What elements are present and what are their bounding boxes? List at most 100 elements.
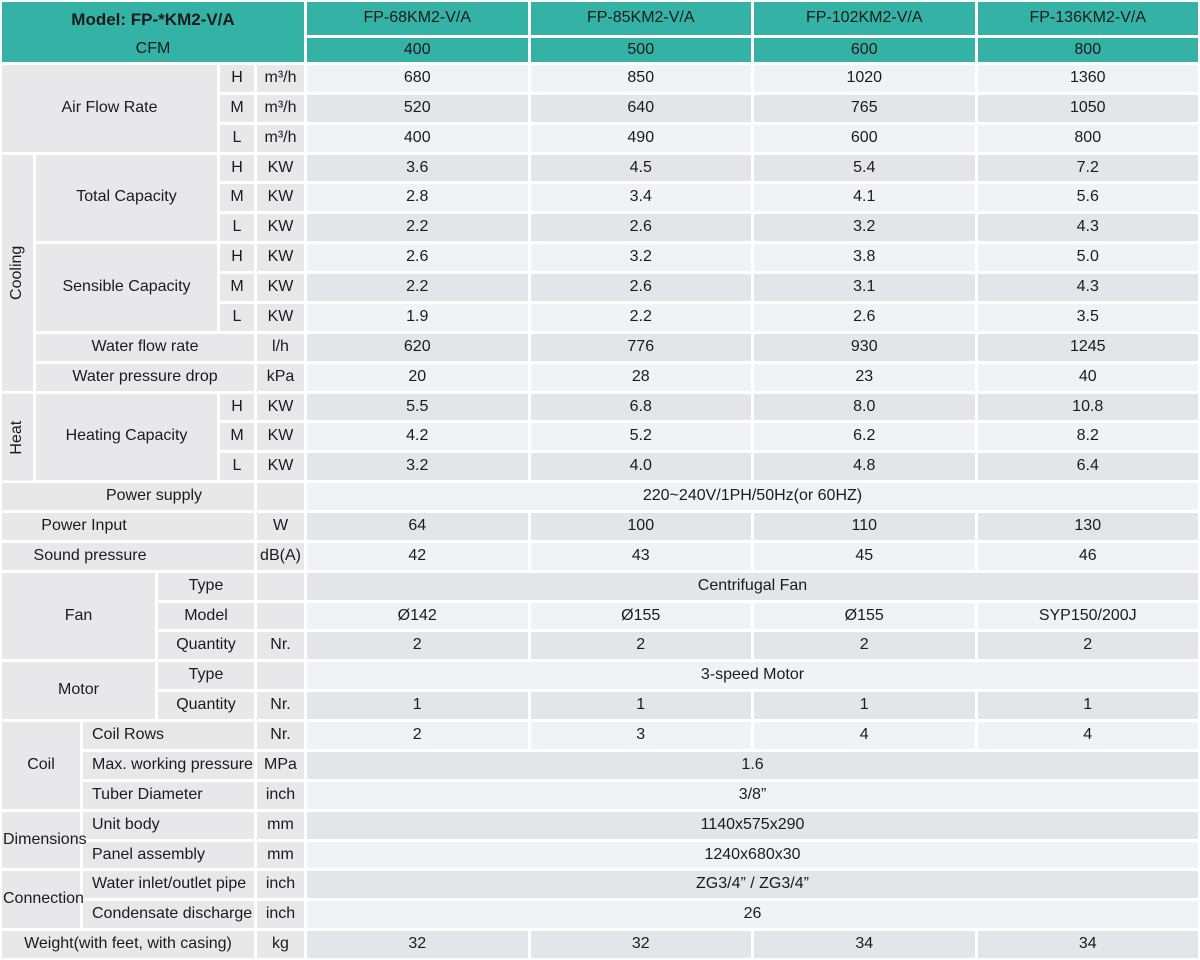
speed-cell: H — [220, 244, 254, 272]
value-cell: 776 — [530, 333, 751, 361]
value-cell: 4.5 — [530, 154, 751, 182]
value-cell: 2.8 — [307, 184, 528, 212]
row-label: Weight(with feet, with casing) — [2, 931, 254, 958]
value-cell: 4.8 — [754, 453, 975, 481]
merged-value-cell: 1.6 — [307, 751, 1198, 779]
value-cell: 1.9 — [307, 303, 528, 331]
value-cell: 64 — [307, 513, 528, 540]
value-cell: 8.0 — [754, 393, 975, 421]
value-cell: 1 — [754, 692, 975, 720]
row-label: Panel assembly — [83, 841, 254, 869]
value-cell: 110 — [754, 513, 975, 540]
group-label-heating-capacity: Heating Capacity — [36, 393, 217, 481]
unit-cell — [257, 602, 304, 630]
value-cell: 680 — [307, 65, 528, 92]
value-cell: 23 — [754, 363, 975, 391]
speed-cell: H — [220, 393, 254, 421]
value-cell: 850 — [530, 65, 751, 92]
unit-cell: KW — [257, 154, 304, 182]
column-header: FP-85KM2-V/A — [530, 2, 751, 35]
speed-cell: M — [220, 94, 254, 122]
group-label-dimensions: Dimensions — [2, 811, 87, 869]
value-cell: 32 — [307, 931, 528, 958]
speed-cell: H — [220, 65, 254, 92]
unit-cell: W — [257, 513, 304, 540]
value-cell: 2 — [530, 632, 751, 660]
unit-cell: inch — [257, 781, 304, 809]
value-cell: 6.4 — [977, 453, 1198, 481]
group-label-heat: Heat — [2, 393, 33, 481]
value-cell: 2 — [307, 632, 528, 660]
value-cell: 46 — [977, 542, 1198, 570]
value-cell: 765 — [754, 94, 975, 122]
cfm-value: 800 — [977, 38, 1198, 62]
value-cell: 400 — [307, 124, 528, 152]
unit-cell: KW — [257, 244, 304, 272]
value-cell: 4 — [977, 722, 1198, 749]
value-cell: 4 — [754, 722, 975, 749]
row-label: Unit body — [83, 811, 254, 839]
value-cell: 43 — [530, 542, 751, 570]
merged-value-cell: 220~240V/1PH/50Hz(or 60HZ) — [307, 483, 1198, 510]
value-cell: 800 — [977, 124, 1198, 152]
row-label: Power supply — [2, 483, 254, 510]
value-cell: 1245 — [977, 333, 1198, 361]
value-cell: 4.2 — [307, 423, 528, 451]
speed-cell: L — [220, 453, 254, 481]
row-label: Coil Rows — [83, 722, 254, 749]
unit-cell: Nr. — [257, 692, 304, 720]
group-label-total-capacity: Total Capacity — [36, 154, 217, 242]
value-cell: 3.8 — [754, 244, 975, 272]
value-cell: 7.2 — [977, 154, 1198, 182]
unit-cell: KW — [257, 423, 304, 451]
row-label: Type — [158, 662, 254, 690]
value-cell: 2.6 — [307, 244, 528, 272]
value-cell: 4.1 — [754, 184, 975, 212]
row-label: Power Input — [2, 513, 254, 540]
value-cell: 10.8 — [977, 393, 1198, 421]
group-label-sensible-capacity: Sensible Capacity — [36, 244, 217, 331]
value-cell: 620 — [307, 333, 528, 361]
cfm-title: CFM — [135, 40, 171, 58]
group-label-motor: Motor — [2, 662, 155, 720]
value-cell: 2.2 — [307, 274, 528, 301]
value-cell: 1 — [977, 692, 1198, 720]
value-cell: 20 — [307, 363, 528, 391]
unit-cell: KW — [257, 453, 304, 481]
unit-cell: MPa — [257, 751, 304, 779]
merged-value-cell: 1240x680x30 — [307, 841, 1198, 869]
unit-cell — [257, 572, 304, 600]
unit-cell: KW — [257, 274, 304, 301]
unit-cell: m³/h — [257, 124, 304, 152]
merged-value-cell: Centrifugal Fan — [307, 572, 1198, 600]
unit-cell: mm — [257, 841, 304, 869]
value-cell: 32 — [530, 931, 751, 958]
speed-cell: M — [220, 274, 254, 301]
value-cell: Ø142 — [307, 602, 528, 630]
speed-cell: H — [220, 154, 254, 182]
unit-cell — [257, 483, 304, 510]
value-cell: 2.6 — [754, 303, 975, 331]
unit-cell — [257, 662, 304, 690]
column-header: FP-136KM2-V/A — [977, 2, 1198, 35]
value-cell: 4.0 — [530, 453, 751, 481]
value-cell: 2 — [307, 722, 528, 749]
row-label: Quantity — [158, 632, 254, 660]
value-cell: 34 — [977, 931, 1198, 958]
value-cell: 600 — [754, 124, 975, 152]
value-cell: 4.3 — [977, 214, 1198, 242]
unit-cell: kg — [257, 931, 304, 958]
value-cell: 3.2 — [307, 453, 528, 481]
cfm-value: 500 — [530, 38, 751, 62]
model-header-cell: Model: FP-*KM2-V/A CFM — [2, 2, 304, 62]
group-label-connection: Connection — [2, 871, 84, 929]
value-cell: 3.2 — [530, 244, 751, 272]
value-cell: 3.6 — [307, 154, 528, 182]
unit-cell: dB(A) — [257, 542, 304, 570]
value-cell: 4.3 — [977, 274, 1198, 301]
value-cell: 640 — [530, 94, 751, 122]
column-header: FP-102KM2-V/A — [754, 2, 975, 35]
merged-value-cell: 3/8” — [307, 781, 1198, 809]
group-label-cooling: Cooling — [2, 154, 33, 391]
cfm-value: 400 — [307, 38, 528, 62]
